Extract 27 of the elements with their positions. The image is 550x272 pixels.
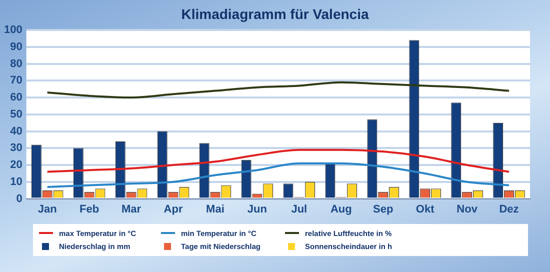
y-tick-label: 50 <box>10 108 22 120</box>
chart-title: Klimadiagramm für Valencia <box>180 6 370 22</box>
y-tick-label: 60 <box>10 92 22 104</box>
y-tick-label: 0 <box>16 192 22 205</box>
x-tick-label: Aug <box>330 203 352 216</box>
y-tick-label: 20 <box>10 159 22 172</box>
y-tick-label: 30 <box>10 142 22 154</box>
y-tick-label: 100 <box>4 24 22 36</box>
x-tick-label: Dez <box>499 203 520 216</box>
x-tick-label: Sep <box>373 203 394 216</box>
x-tick-label: Okt <box>416 203 435 216</box>
x-tick-label: Mai <box>206 203 224 216</box>
x-tick-label: Mar <box>122 203 142 216</box>
y-tick-label: 90 <box>10 40 22 53</box>
y-tick-label: 10 <box>10 176 22 188</box>
x-tick-label: Apr <box>164 203 184 216</box>
y-tick-label: 40 <box>10 125 22 138</box>
x-tick-label: Jun <box>247 203 268 216</box>
y-tick-label: 70 <box>10 74 22 87</box>
line-series <box>46 81 510 99</box>
line-series <box>46 162 510 188</box>
x-tick-label: Jul <box>291 203 308 216</box>
y-tick-label: 80 <box>10 58 22 70</box>
x-tick-label: Jan <box>38 203 58 216</box>
x-tick-label: Nov <box>456 203 478 216</box>
x-tick-label: Feb <box>80 203 100 216</box>
line-series <box>46 148 510 173</box>
